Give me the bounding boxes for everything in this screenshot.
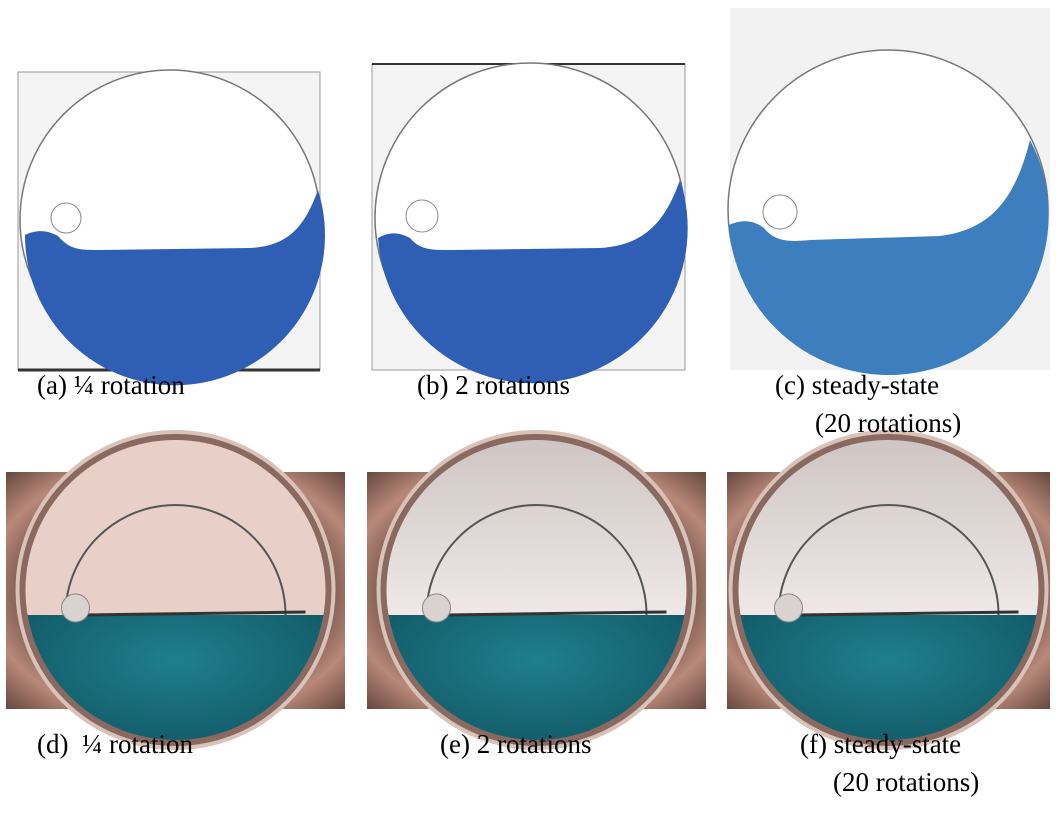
cylinder — [423, 594, 451, 622]
page: (a) ¼ rotation (b) 2 rotations (c) steady-… — [0, 0, 1056, 837]
caption: (20 rotations) — [815, 408, 961, 438]
air — [387, 440, 687, 615]
cylinder — [62, 594, 90, 622]
caption: (20 rotations) — [833, 767, 979, 797]
tank — [739, 440, 1039, 765]
photos — [6, 432, 1050, 765]
simulation-a — [18, 70, 325, 385]
caption: (d) ¼ rotation — [37, 729, 193, 759]
simulation-c — [728, 8, 1050, 375]
photo — [6, 432, 345, 765]
caption: (a) ¼ rotation — [37, 370, 185, 400]
air — [26, 440, 326, 615]
caption: (c) steady-state — [775, 370, 939, 400]
caption: (f) steady-state — [800, 729, 961, 759]
caption: (e) 2 rotations — [440, 729, 591, 759]
tank — [26, 440, 326, 765]
figure: (a) ¼ rotation (b) 2 rotations (c) steady-… — [0, 0, 1056, 837]
tank — [387, 440, 687, 765]
air — [739, 440, 1039, 615]
cylinder — [775, 594, 803, 622]
caption: (b) 2 rotations — [417, 370, 570, 400]
simulation-b — [372, 63, 688, 383]
photo — [727, 432, 1050, 765]
photo — [367, 432, 706, 765]
